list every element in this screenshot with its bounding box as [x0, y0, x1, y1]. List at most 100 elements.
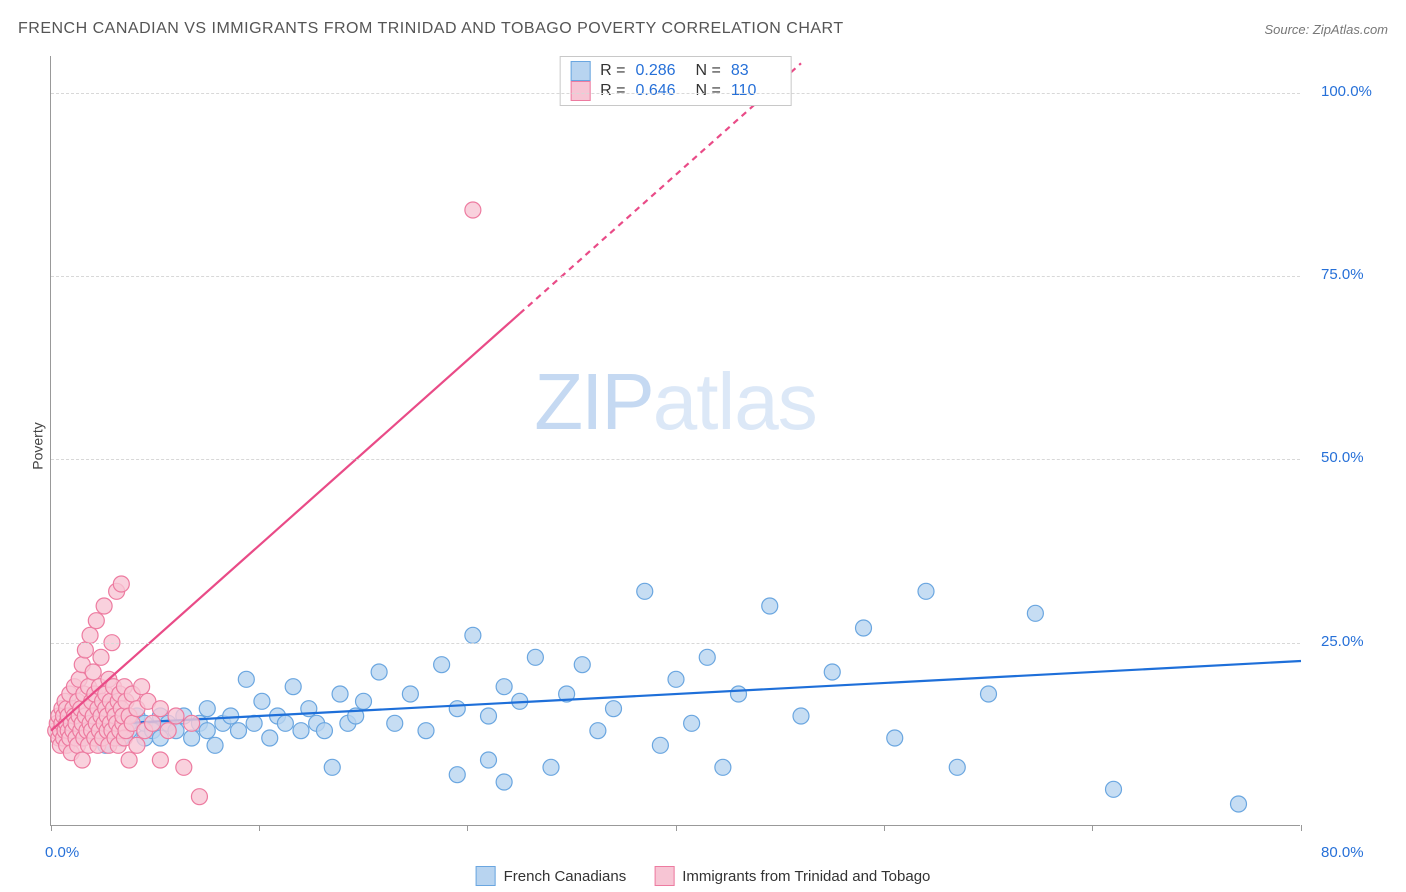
scatter-point	[199, 723, 215, 739]
scatter-point	[434, 657, 450, 673]
gridline	[51, 276, 1300, 277]
chart-title: FRENCH CANADIAN VS IMMIGRANTS FROM TRINI…	[18, 20, 844, 38]
legend-top-row: R = 0.286 N = 83	[570, 61, 781, 81]
legend-swatch	[654, 866, 674, 886]
scatter-point	[684, 715, 700, 731]
scatter-point	[238, 671, 254, 687]
scatter-point	[606, 701, 622, 717]
scatter-point	[449, 767, 465, 783]
legend-n-value: 110	[731, 82, 781, 100]
scatter-point	[134, 679, 150, 695]
y-tick-label: 50.0%	[1321, 449, 1364, 466]
scatter-point	[449, 701, 465, 717]
legend-bottom-item: French Canadians	[476, 866, 627, 886]
scatter-point	[731, 686, 747, 702]
y-tick-label: 25.0%	[1321, 633, 1364, 650]
x-tick	[1301, 825, 1302, 831]
scatter-point	[184, 730, 200, 746]
legend-r-label: R =	[600, 62, 625, 80]
legend-r-label: R =	[600, 82, 625, 100]
scatter-point	[85, 664, 101, 680]
scatter-point	[77, 642, 93, 658]
legend-r-value: 0.646	[636, 82, 686, 100]
scatter-point	[1027, 605, 1043, 621]
scatter-point	[496, 774, 512, 790]
source-credit: Source: ZipAtlas.com	[1264, 22, 1388, 37]
legend-label: Immigrants from Trinidad and Tobago	[682, 868, 930, 885]
scatter-point	[191, 789, 207, 805]
scatter-point	[113, 576, 129, 592]
x-tick	[884, 825, 885, 831]
scatter-point	[199, 701, 215, 717]
plot-area: ZIPatlas R =0.286N =83R =0.646N =110 25.…	[50, 56, 1300, 826]
scatter-point	[184, 715, 200, 731]
legend-swatch	[570, 81, 590, 101]
legend-top-row: R = 0.646 N = 110	[570, 81, 781, 101]
scatter-point	[207, 737, 223, 753]
legend-n-label: N =	[696, 82, 721, 100]
scatter-point	[262, 730, 278, 746]
scatter-point	[543, 759, 559, 775]
scatter-point	[121, 752, 137, 768]
scatter-point	[824, 664, 840, 680]
scatter-point	[152, 752, 168, 768]
y-tick-label: 100.0%	[1321, 83, 1372, 100]
scatter-point	[88, 613, 104, 629]
scatter-point	[324, 759, 340, 775]
x-tick	[51, 825, 52, 831]
scatter-point	[793, 708, 809, 724]
scatter-point	[246, 715, 262, 731]
scatter-point	[668, 671, 684, 687]
legend-bottom: French Canadians Immigrants from Trinidad…	[476, 866, 931, 886]
scatter-point	[332, 686, 348, 702]
legend-n-value: 83	[731, 62, 781, 80]
y-axis-label: Poverty	[30, 422, 46, 469]
gridline	[51, 93, 1300, 94]
x-tick-label: 0.0%	[45, 844, 79, 861]
scatter-point	[1231, 796, 1247, 812]
scatter-point	[465, 202, 481, 218]
scatter-point	[856, 620, 872, 636]
gridline	[51, 643, 1300, 644]
scatter-point	[285, 679, 301, 695]
legend-n-label: N =	[696, 62, 721, 80]
scatter-point	[356, 693, 372, 709]
gridline	[51, 459, 1300, 460]
scatter-point	[371, 664, 387, 680]
scatter-point	[918, 583, 934, 599]
scatter-point	[93, 649, 109, 665]
scatter-point	[168, 708, 184, 724]
legend-r-value: 0.286	[636, 62, 686, 80]
scatter-point	[176, 759, 192, 775]
legend-top: R = 0.286 N = 83 R = 0.646 N = 110	[559, 56, 792, 106]
scatter-point	[152, 701, 168, 717]
scatter-point	[652, 737, 668, 753]
scatter-point	[637, 583, 653, 599]
scatter-point	[1106, 781, 1122, 797]
scatter-point	[160, 723, 176, 739]
x-tick	[259, 825, 260, 831]
scatter-point	[387, 715, 403, 731]
y-tick-label: 75.0%	[1321, 266, 1364, 283]
scatter-point	[145, 715, 161, 731]
scatter-point	[481, 708, 497, 724]
scatter-point	[574, 657, 590, 673]
scatter-point	[96, 598, 112, 614]
scatter-point	[254, 693, 270, 709]
x-tick	[467, 825, 468, 831]
x-tick	[676, 825, 677, 831]
legend-swatch	[570, 61, 590, 81]
scatter-point	[465, 627, 481, 643]
scatter-point	[231, 723, 247, 739]
scatter-point	[496, 679, 512, 695]
scatter-point	[74, 752, 90, 768]
x-tick	[1092, 825, 1093, 831]
scatter-point	[699, 649, 715, 665]
scatter-point	[981, 686, 997, 702]
scatter-point	[82, 627, 98, 643]
scatter-point	[715, 759, 731, 775]
scatter-point	[316, 723, 332, 739]
legend-bottom-item: Immigrants from Trinidad and Tobago	[654, 866, 930, 886]
scatter-point	[223, 708, 239, 724]
scatter-point	[277, 715, 293, 731]
